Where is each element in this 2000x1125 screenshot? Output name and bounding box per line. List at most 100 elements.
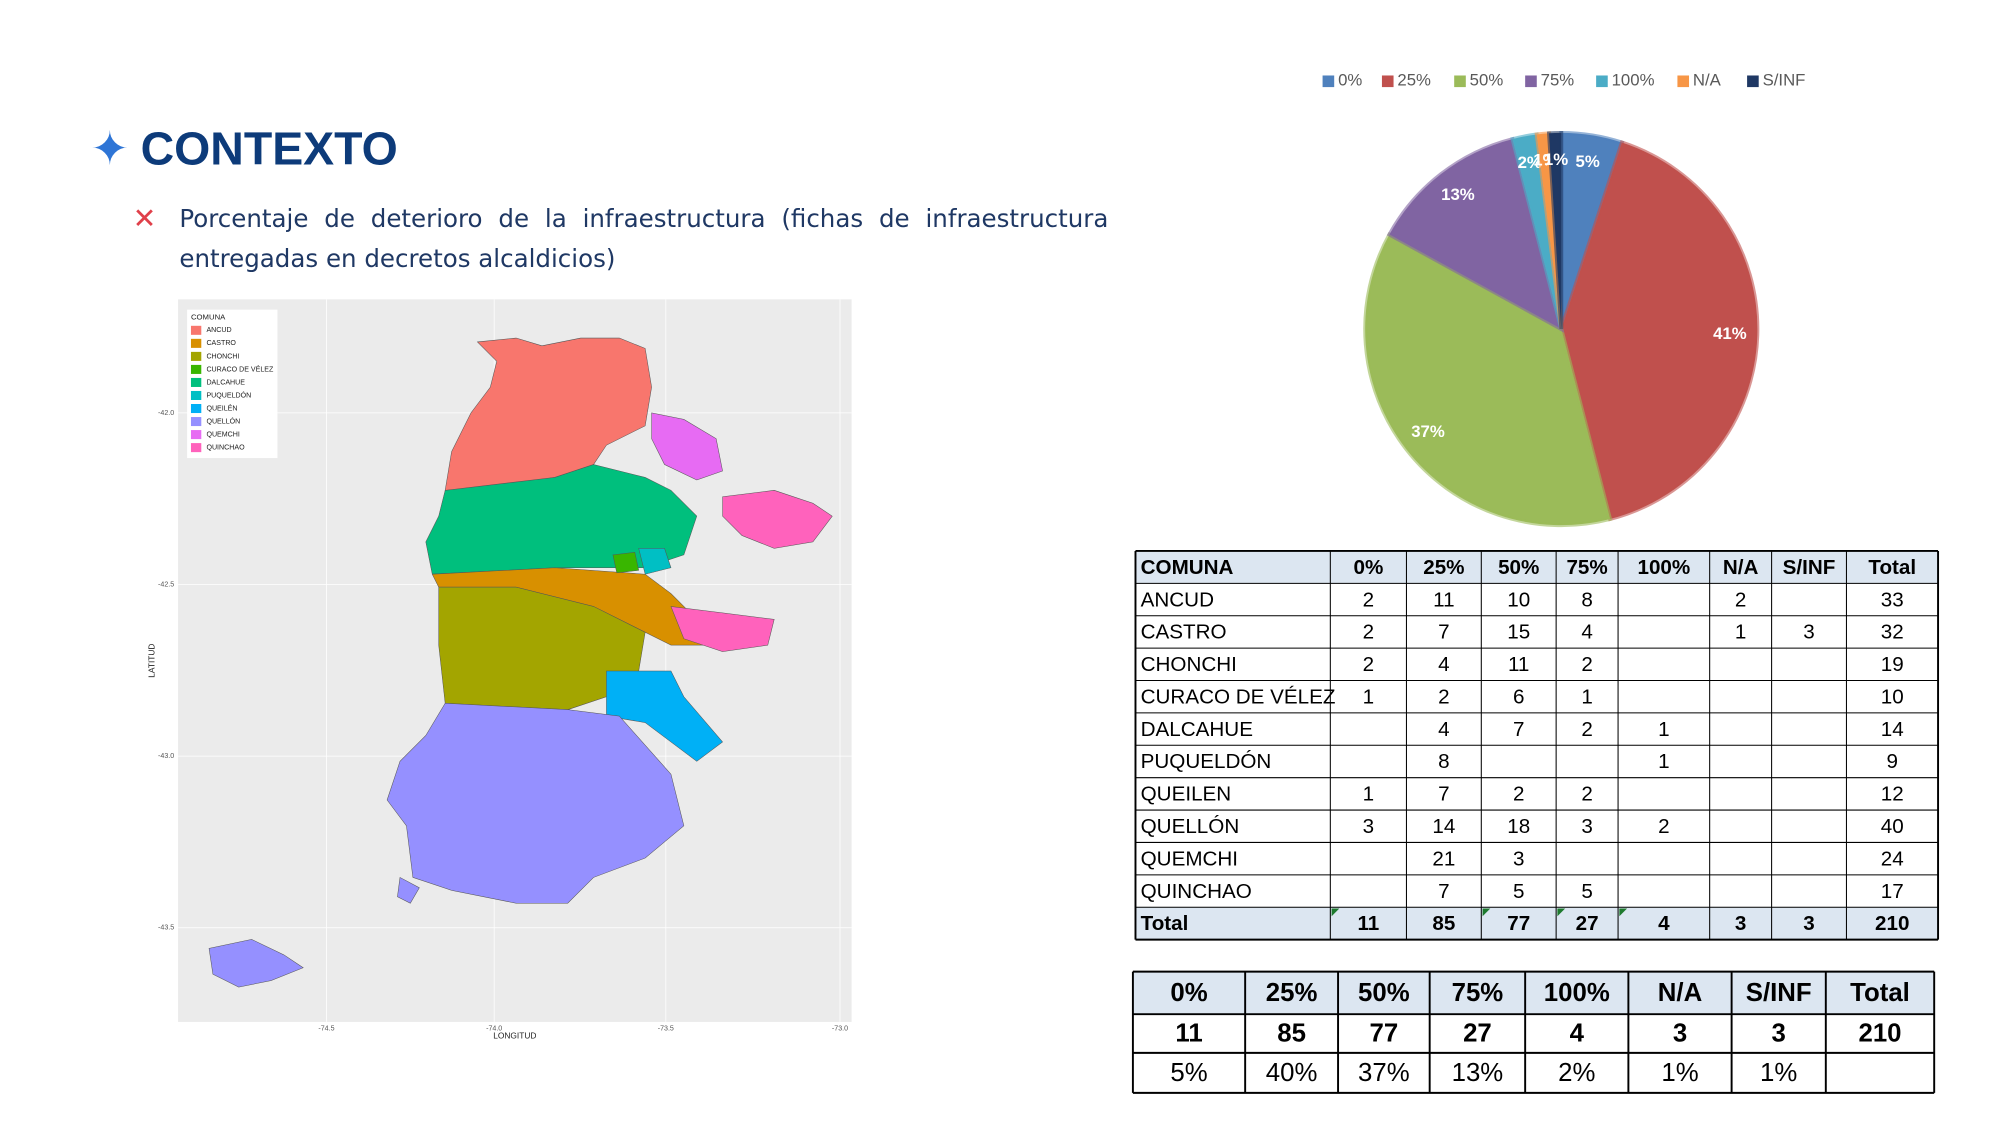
table-cell: 10	[1881, 685, 1904, 708]
map-legend-swatch	[190, 338, 202, 348]
table-cell: DALCAHUE	[1141, 718, 1253, 741]
map-x-label: LONGITUD	[493, 1030, 536, 1040]
map-y-label: LATITUD	[146, 644, 156, 678]
region	[722, 490, 833, 549]
table-cell: 75%	[1566, 556, 1607, 579]
map-y-tick-label: -43.0	[158, 752, 174, 760]
table-cell: 3	[1803, 621, 1814, 644]
table-cell: PUQUELDÓN	[1141, 750, 1272, 773]
summary-cell: 75%	[1452, 979, 1504, 1007]
map-x-tick-label: -74.5	[318, 1024, 334, 1032]
map-legend-swatch	[190, 364, 202, 374]
table-cell: S/INF	[1783, 556, 1836, 579]
map-legend-swatch	[190, 377, 202, 387]
table-cell: 3	[1735, 912, 1746, 935]
table-cell: 3	[1363, 815, 1374, 838]
table-cell: 10	[1507, 588, 1530, 611]
bullet-marker: ✕	[133, 203, 157, 235]
table-cell: QUEILEN	[1141, 783, 1232, 806]
table-cell: 4	[1658, 912, 1670, 935]
map-legend-label: QUELLÓN	[206, 416, 240, 425]
table-cell: CHONCHI	[1141, 653, 1237, 676]
map-legend-label: CASTRO	[206, 339, 236, 347]
table-cell: 2	[1581, 653, 1592, 676]
table-cell: 32	[1881, 621, 1904, 644]
pie-slice	[1386, 136, 1565, 333]
summary-cell: 11	[1175, 1020, 1202, 1048]
region	[651, 412, 723, 481]
table-cell: 7	[1438, 621, 1449, 644]
map-legend-label: CHONCHI	[206, 352, 239, 360]
region	[612, 551, 640, 574]
pie-value-label: 37%	[1411, 422, 1445, 441]
pie-value-label: 2%	[1518, 153, 1542, 172]
table-cell: N/A	[1723, 556, 1759, 579]
summary-cell: 3	[1772, 1020, 1786, 1048]
table-cell: 5	[1513, 880, 1524, 903]
summary-header-bg	[1132, 971, 1935, 1015]
map-legend-box	[187, 309, 278, 459]
summary-cell: 13%	[1452, 1059, 1504, 1087]
table-cell: 77	[1507, 912, 1530, 935]
legend-label: 50%	[1470, 71, 1504, 90]
map-y-tick-label: -42.5	[158, 580, 174, 588]
summary-cell: 100%	[1544, 979, 1610, 1007]
table-cell: 2	[1735, 588, 1746, 611]
table-cell: 7	[1438, 880, 1449, 903]
table-cell: 2	[1581, 718, 1592, 741]
table-cell: 18	[1507, 815, 1530, 838]
table-cell: Total	[1141, 912, 1189, 935]
map-y-tick-label: -42.0	[158, 409, 174, 417]
summary-cell: 210	[1858, 1020, 1901, 1048]
summary-cell: 77	[1370, 1020, 1399, 1048]
table-cell: 1	[1658, 718, 1669, 741]
table-cell: 24	[1881, 847, 1904, 870]
summary-cell: 85	[1277, 1020, 1306, 1048]
table-cell: 2	[1363, 588, 1374, 611]
map-legend-label: PUQUELDÓN	[206, 390, 251, 399]
summary-cell: S/INF	[1746, 979, 1812, 1007]
summary-cell: 37%	[1358, 1059, 1410, 1087]
table-cell: 6	[1513, 685, 1524, 708]
region	[638, 548, 672, 575]
table-cell: 11	[1433, 588, 1454, 611]
region	[425, 464, 698, 575]
table-cell: QUEMCHI	[1141, 847, 1238, 870]
table-cell: 21	[1432, 847, 1455, 870]
table-cell: 5	[1581, 880, 1592, 903]
legend-swatch	[1747, 75, 1759, 88]
table-cell: QUINCHAO	[1141, 880, 1252, 903]
legend-label: 25%	[1397, 71, 1431, 90]
map-legend-swatch	[190, 404, 202, 414]
table-cell: 1	[1658, 750, 1669, 773]
table-cell: 9	[1887, 750, 1898, 773]
table-cell: 17	[1881, 880, 1904, 903]
summary-cell: N/A	[1658, 979, 1702, 1007]
map-legend-swatch	[190, 351, 202, 361]
summary-cell: 1%	[1760, 1059, 1797, 1087]
table-cell: CURACO DE VÉLEZ	[1141, 685, 1336, 708]
map-legend-label: QUEILÉN	[206, 403, 237, 412]
map-legend-label: QUINCHAO	[206, 443, 245, 451]
map-x-tick-label: -73.0	[832, 1024, 848, 1032]
table-cell: 11	[1357, 912, 1379, 935]
summary-cell: 3	[1673, 1020, 1687, 1048]
table-cell: 40	[1881, 815, 1904, 838]
map-legend-label: DALCAHUE	[206, 378, 245, 386]
table-cell: QUELLÓN	[1141, 815, 1240, 838]
pie-slice	[1559, 140, 1760, 522]
table-cell: ANCUD	[1141, 588, 1214, 611]
summary-cell: 50%	[1358, 979, 1410, 1007]
table-cell: 33	[1881, 588, 1904, 611]
legend-label: 0%	[1338, 71, 1362, 90]
table-cell: 15	[1507, 621, 1530, 644]
summary-cell: Total	[1850, 979, 1910, 1007]
legend-label: 100%	[1612, 71, 1655, 90]
map-legend-swatch	[190, 325, 202, 335]
table-cell: 11	[1508, 653, 1529, 676]
table-cell: 8	[1438, 750, 1449, 773]
legend-label: S/INF	[1763, 71, 1806, 90]
region	[208, 939, 304, 988]
map-legend-swatch	[190, 443, 202, 453]
